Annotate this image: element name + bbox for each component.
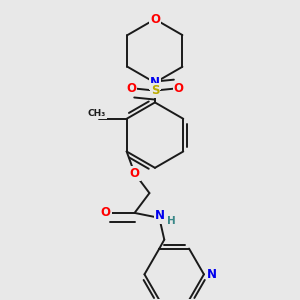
Text: O: O <box>101 206 111 219</box>
Text: O: O <box>130 167 140 180</box>
Text: O: O <box>126 82 136 95</box>
Text: N: N <box>207 268 217 281</box>
Text: O: O <box>150 13 160 26</box>
Text: N: N <box>155 209 165 222</box>
Text: CH₃: CH₃ <box>88 109 106 118</box>
Text: H: H <box>167 216 176 226</box>
Text: O: O <box>174 82 184 95</box>
Text: N: N <box>150 76 160 89</box>
Text: S: S <box>151 84 159 97</box>
